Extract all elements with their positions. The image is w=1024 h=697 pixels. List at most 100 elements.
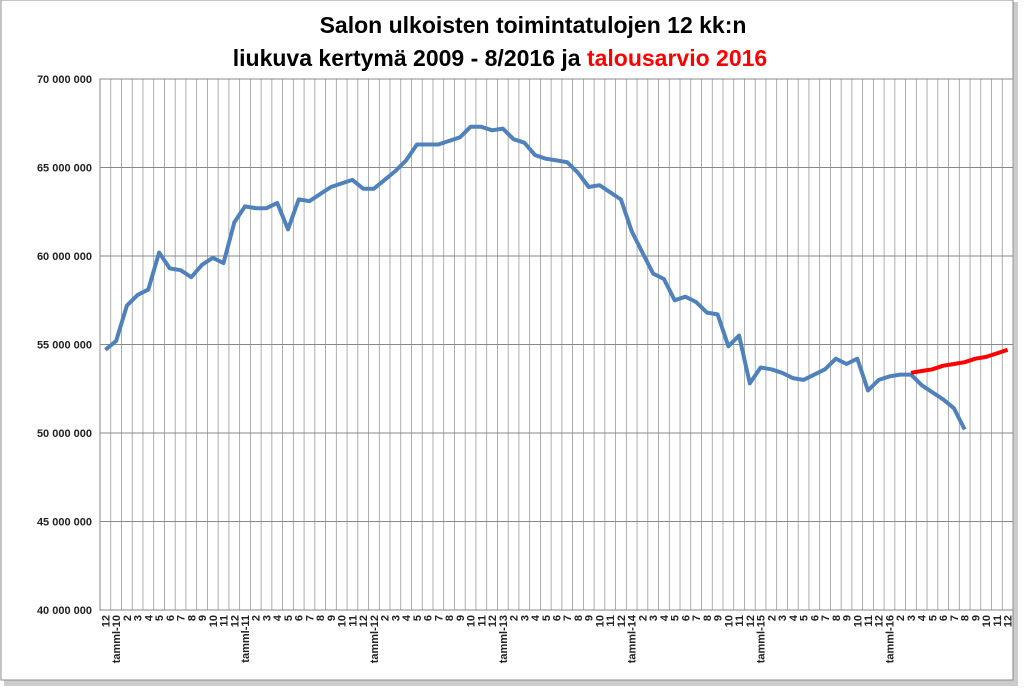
x-tick-label: 9 (842, 615, 854, 621)
x-tick-label: 11 (734, 615, 746, 627)
x-tick-label: 6 (423, 615, 435, 621)
x-tick-label: 5 (154, 615, 166, 621)
x-tick-label: 10 (208, 615, 220, 627)
x-tick-label: 8 (186, 615, 198, 621)
x-tick-label: tamml-10 (111, 615, 123, 663)
x-tick-label: 11 (347, 615, 359, 627)
x-tick-label: 5 (670, 615, 682, 621)
x-tick-label: 9 (197, 615, 209, 621)
x-tick-label: 4 (143, 614, 155, 621)
x-tick-label: 2 (380, 615, 392, 621)
x-tick-label: tamml-11 (240, 615, 252, 663)
x-tick-label: 9 (584, 615, 596, 621)
x-tick-label: 10 (466, 615, 478, 627)
x-tick-label: 6 (294, 615, 306, 621)
x-tick-label: 8 (444, 615, 456, 621)
x-tick-label: 11 (605, 615, 617, 627)
x-tick-label: 8 (315, 615, 327, 621)
x-tick-label: 8 (702, 615, 714, 621)
x-tick-label: tamml-15 (756, 615, 768, 663)
x-tick-label: 9 (970, 615, 982, 621)
x-tick-label: 3 (906, 615, 918, 621)
chart-title: liukuva kertymä 2009 - 8/2016 ja talousa… (233, 45, 767, 71)
x-tick-label: 2 (895, 615, 907, 621)
x-tick-label: 4 (401, 614, 413, 621)
x-tick-label: 3 (390, 615, 402, 621)
x-tick-label: 10 (723, 615, 735, 627)
title-text: liukuva kertymä 2009 - 8/2016 ja (233, 45, 581, 71)
x-tick-label: 11 (476, 615, 488, 627)
x-tick-label: 11 (219, 615, 231, 627)
x-tick-label: tamml-14 (627, 614, 639, 663)
x-tick-label: tamml-13 (498, 615, 510, 663)
x-tick-label: 12 (745, 615, 757, 627)
x-tick-label: 9 (713, 615, 725, 621)
x-tick-label: 8 (960, 615, 972, 621)
y-tick-label: 50 000 000 (37, 428, 92, 440)
x-tick-label: 3 (777, 615, 789, 621)
y-tick-label: 40 000 000 (37, 605, 92, 617)
x-tick-label: 8 (831, 615, 843, 621)
x-tick-label: 9 (326, 615, 338, 621)
x-tick-label: 7 (949, 615, 961, 621)
y-tick-label: 55 000 000 (37, 340, 92, 352)
x-tick-label: 7 (176, 615, 188, 621)
y-tick-label: 65 000 000 (37, 163, 92, 175)
series-line (910, 347, 1009, 375)
x-tick-label: 12 (1003, 615, 1015, 627)
x-tick-label: 6 (165, 615, 177, 621)
x-tick-label: 6 (809, 615, 821, 621)
x-tick-label: 5 (927, 615, 939, 621)
x-tick-label: 12 (358, 615, 370, 627)
x-tick-label: 4 (659, 614, 671, 621)
x-tick-label: 4 (917, 614, 929, 621)
x-tick-label: 2 (509, 615, 521, 621)
y-tick-label: 60 000 000 (37, 251, 92, 263)
x-tick-label: 4 (530, 614, 542, 621)
x-tick-label: 4 (272, 614, 284, 621)
x-tick-label: 12 (487, 615, 499, 627)
x-tick-label: 10 (852, 615, 864, 627)
x-tick-label: tamml-12 (369, 615, 381, 663)
x-tick-label: 7 (691, 615, 703, 621)
x-tick-label: 7 (562, 615, 574, 621)
x-tick-label: 10 (594, 615, 606, 627)
x-tick-label: 5 (412, 615, 424, 621)
x-tick-label: tamml-16 (884, 615, 896, 663)
x-tick-label: 3 (648, 615, 660, 621)
x-tick-label: 3 (261, 615, 273, 621)
y-tick-label: 45 000 000 (37, 517, 92, 529)
x-tick-label: 12 (229, 615, 241, 627)
title-highlight: talousarvio 2016 (587, 45, 767, 71)
x-tick-label: 12 (100, 615, 112, 627)
x-tick-label: 4 (788, 614, 800, 621)
x-tick-label: 11 (992, 615, 1004, 627)
x-tick-label: 2 (122, 615, 134, 621)
x-tick-label: 12 (616, 615, 628, 627)
x-tick-label: 5 (541, 615, 553, 621)
series-line (104, 124, 967, 431)
x-tick-label: 10 (337, 615, 349, 627)
x-tick-label: 2 (637, 615, 649, 621)
x-tick-label: 5 (799, 615, 811, 621)
x-tick-label: 2 (766, 615, 778, 621)
x-tick-label: 3 (519, 615, 531, 621)
x-tick-label: 5 (283, 615, 295, 621)
x-tick-label: 11 (863, 615, 875, 627)
x-tick-label: 6 (938, 615, 950, 621)
x-tick-label: 7 (433, 615, 445, 621)
x-tick-label: 3 (133, 615, 145, 621)
x-tick-label: 12 (874, 615, 886, 627)
chart-title: Salon ulkoisten toimintatulojen 12 kk:n (320, 12, 747, 38)
x-tick-label: 7 (304, 615, 316, 621)
y-tick-label: 70 000 000 (37, 74, 92, 86)
x-tick-label: 10 (981, 615, 993, 627)
x-tick-label: 6 (552, 615, 564, 621)
x-tick-label: 6 (680, 615, 692, 621)
x-tick-label: 2 (251, 615, 263, 621)
x-tick-label: 7 (820, 615, 832, 621)
x-tick-label: 9 (455, 615, 467, 621)
x-tick-label: 8 (573, 615, 585, 621)
